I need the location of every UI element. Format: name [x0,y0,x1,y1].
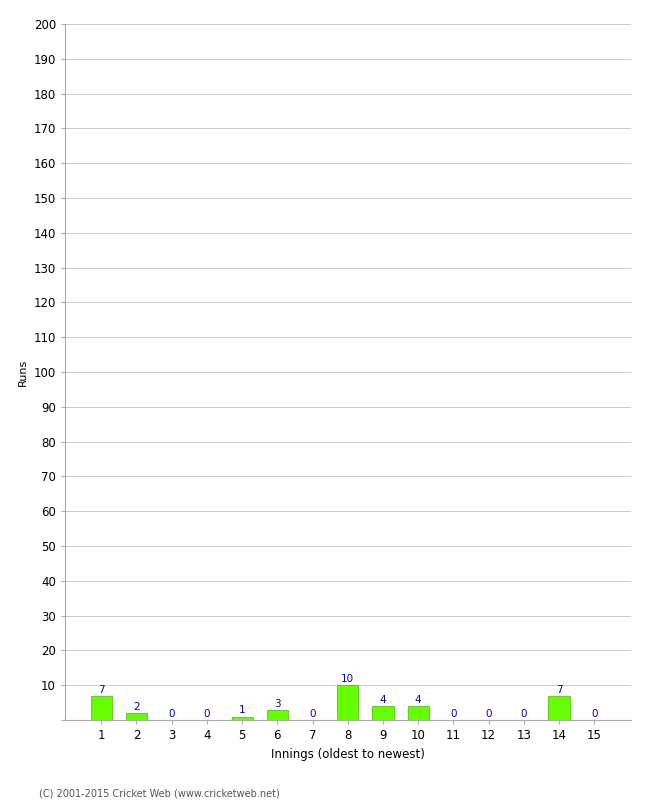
Text: 4: 4 [415,695,421,705]
Text: 1: 1 [239,706,246,715]
Bar [337,685,358,720]
Text: 0: 0 [450,709,457,719]
Y-axis label: Runs: Runs [18,358,28,386]
Text: 10: 10 [341,674,354,684]
Text: 4: 4 [380,695,386,705]
Text: 3: 3 [274,698,281,709]
Text: 0: 0 [203,709,210,719]
Text: 0: 0 [591,709,597,719]
X-axis label: Innings (oldest to newest): Innings (oldest to newest) [271,747,424,761]
Text: 0: 0 [309,709,316,719]
Bar [91,696,112,720]
Bar [266,710,288,720]
Text: 7: 7 [98,685,105,694]
Bar [549,696,569,720]
Text: (C) 2001-2015 Cricket Web (www.cricketweb.net): (C) 2001-2015 Cricket Web (www.cricketwe… [39,788,280,798]
Bar [408,706,429,720]
Text: 2: 2 [133,702,140,712]
Text: 0: 0 [521,709,527,719]
Bar [126,713,147,720]
Bar [372,706,393,720]
Text: 7: 7 [556,685,562,694]
Text: 0: 0 [168,709,175,719]
Text: 0: 0 [486,709,492,719]
Bar [231,717,253,720]
